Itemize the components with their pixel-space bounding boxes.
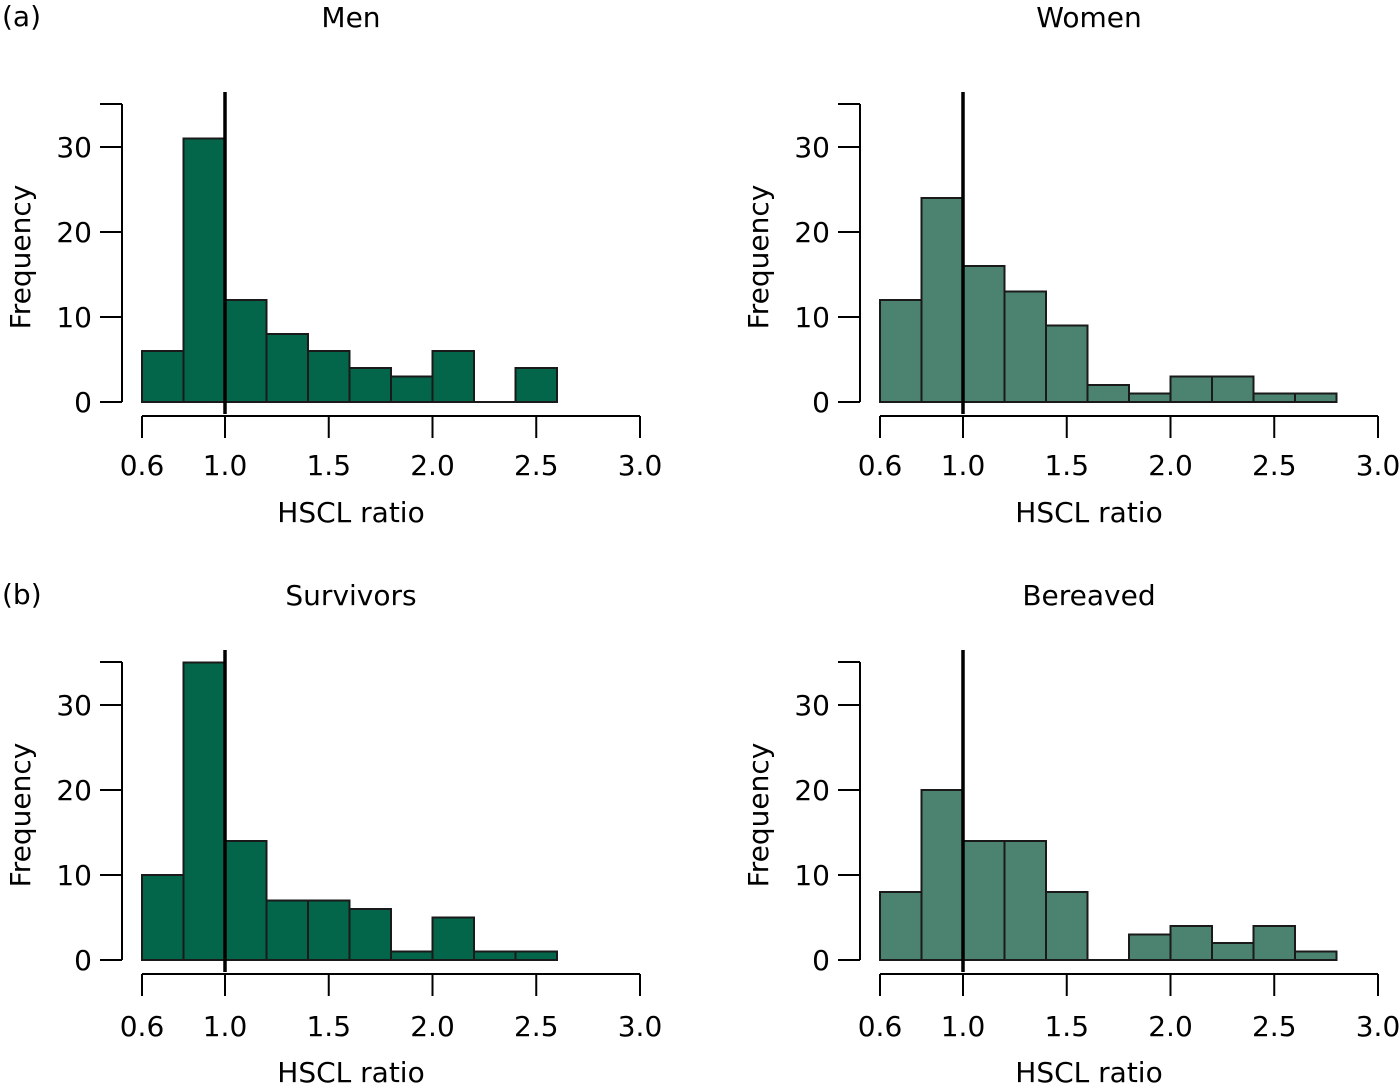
histogram-bar: [1045, 891, 1089, 961]
histogram-bar: [265, 899, 309, 961]
histogram-bar: [1252, 392, 1296, 403]
histogram-bar: [962, 840, 1006, 961]
histogram-bar: [1294, 392, 1338, 403]
histogram-bar: [1003, 840, 1047, 961]
y-tick-label: 0: [74, 386, 92, 419]
y-tick-label: 30: [794, 689, 830, 722]
histogram-panel-survivors: Survivors 0 10 20 30 Frequency 0.6 1.0 1.5 2.0 2.5…: [4, 579, 662, 1089]
histogram-bar: [1169, 925, 1213, 961]
x-tick-label: 3.0: [618, 449, 663, 482]
x-tick-label: 2.5: [514, 449, 559, 482]
y-tick-label: 10: [56, 301, 92, 334]
histogram-bar: [1045, 324, 1089, 403]
histogram-panel-men: Men 0 10 20 30 Frequency 0.6 1.0 1.5 2.0 2.5 3.0 HSC…: [4, 1, 662, 529]
histogram-bar: [265, 333, 309, 403]
histogram-bar: [224, 299, 268, 403]
y-axis-label: Frequency: [4, 743, 37, 888]
histogram-bar: [307, 899, 351, 961]
histogram-bar: [348, 367, 392, 403]
x-tick-label: 3.0: [1356, 1010, 1400, 1043]
histogram-bar: [473, 950, 517, 961]
y-tick-label: 20: [794, 774, 830, 807]
histogram-bar: [1086, 384, 1130, 403]
x-tick-label: 0.6: [120, 449, 165, 482]
histogram-bar: [962, 265, 1006, 403]
x-tick-label: 3.0: [618, 1010, 663, 1043]
histogram-bar: [390, 375, 434, 403]
x-tick-label: 1.0: [203, 449, 248, 482]
x-tick-label: 1.5: [306, 1010, 351, 1043]
x-tick-label: 1.0: [941, 449, 986, 482]
y-tick-label: 30: [56, 131, 92, 164]
x-tick-label: 1.0: [941, 1010, 986, 1043]
x-tick-label: 3.0: [1356, 449, 1400, 482]
y-tick-label: 10: [56, 859, 92, 892]
histogram-bar: [141, 874, 185, 961]
y-axis-label: Frequency: [4, 185, 37, 330]
x-tick-label: 1.5: [1044, 449, 1089, 482]
y-tick-label: 30: [794, 131, 830, 164]
histogram-bar: [1294, 950, 1338, 961]
histogram-bar: [920, 197, 964, 403]
histogram-bar: [1169, 375, 1213, 403]
histogram-bar: [879, 891, 923, 961]
histogram-bar: [307, 350, 351, 403]
y-tick-label: 20: [56, 216, 92, 249]
chart-title: Bereaved: [1022, 579, 1155, 612]
y-tick-label: 0: [812, 944, 830, 977]
histogram-bar: [1211, 375, 1255, 403]
x-tick-label: 2.0: [410, 449, 455, 482]
y-tick-label: 20: [794, 216, 830, 249]
y-axis-label: Frequency: [742, 743, 775, 888]
chart-title: Women: [1036, 1, 1141, 34]
x-tick-label: 2.0: [1148, 449, 1193, 482]
x-tick-label: 0.6: [120, 1010, 165, 1043]
y-tick-label: 30: [56, 689, 92, 722]
histogram-panel-bereaved: Bereaved 0 10 20 30 Frequency 0.6 1.0 1.5 2.0 2.5 3…: [742, 579, 1400, 1089]
y-tick-label: 0: [74, 944, 92, 977]
histogram-bar: [390, 950, 434, 961]
histogram-bar: [514, 367, 558, 403]
histogram-bar: [431, 916, 475, 961]
histogram-bar: [920, 789, 964, 961]
histogram-bar: [1003, 290, 1047, 403]
x-axis-label: HSCL ratio: [277, 1056, 424, 1089]
x-tick-label: 2.5: [514, 1010, 559, 1043]
x-tick-label: 2.5: [1252, 449, 1297, 482]
histogram-bar: [879, 299, 923, 403]
histogram-bar: [1211, 942, 1255, 961]
x-tick-label: 2.0: [410, 1010, 455, 1043]
x-axis-label: HSCL ratio: [1015, 1056, 1162, 1089]
x-tick-label: 1.5: [306, 449, 351, 482]
histogram-bar: [431, 350, 475, 403]
x-tick-label: 2.0: [1148, 1010, 1193, 1043]
histogram-bar: [182, 661, 226, 961]
histogram-bar: [348, 908, 392, 961]
histogram-bar: [182, 137, 226, 403]
y-tick-label: 20: [56, 774, 92, 807]
chart-title: Survivors: [285, 579, 416, 612]
histogram-bar: [224, 840, 268, 961]
histogram-bar: [1128, 933, 1172, 961]
y-tick-label: 10: [794, 301, 830, 334]
x-tick-label: 1.5: [1044, 1010, 1089, 1043]
x-tick-label: 0.6: [858, 449, 903, 482]
y-axis-label: Frequency: [742, 185, 775, 330]
panel-label-a: (a): [2, 0, 42, 33]
histogram-bar: [1128, 392, 1172, 403]
histogram-bar: [141, 350, 185, 403]
histogram-panel-women: Women 0 10 20 30 Frequency 0.6 1.0 1.5 2.0 2.5 3.0 H…: [742, 1, 1400, 529]
histogram-bar: [514, 950, 558, 961]
x-tick-label: 1.0: [203, 1010, 248, 1043]
x-tick-label: 0.6: [858, 1010, 903, 1043]
x-axis-label: HSCL ratio: [1015, 496, 1162, 529]
y-tick-label: 0: [812, 386, 830, 419]
panel-label-b: (b): [2, 578, 42, 611]
x-axis-label: HSCL ratio: [277, 496, 424, 529]
x-tick-label: 2.5: [1252, 1010, 1297, 1043]
chart-title: Men: [321, 1, 380, 34]
y-tick-label: 10: [794, 859, 830, 892]
histogram-bar: [1252, 925, 1296, 961]
